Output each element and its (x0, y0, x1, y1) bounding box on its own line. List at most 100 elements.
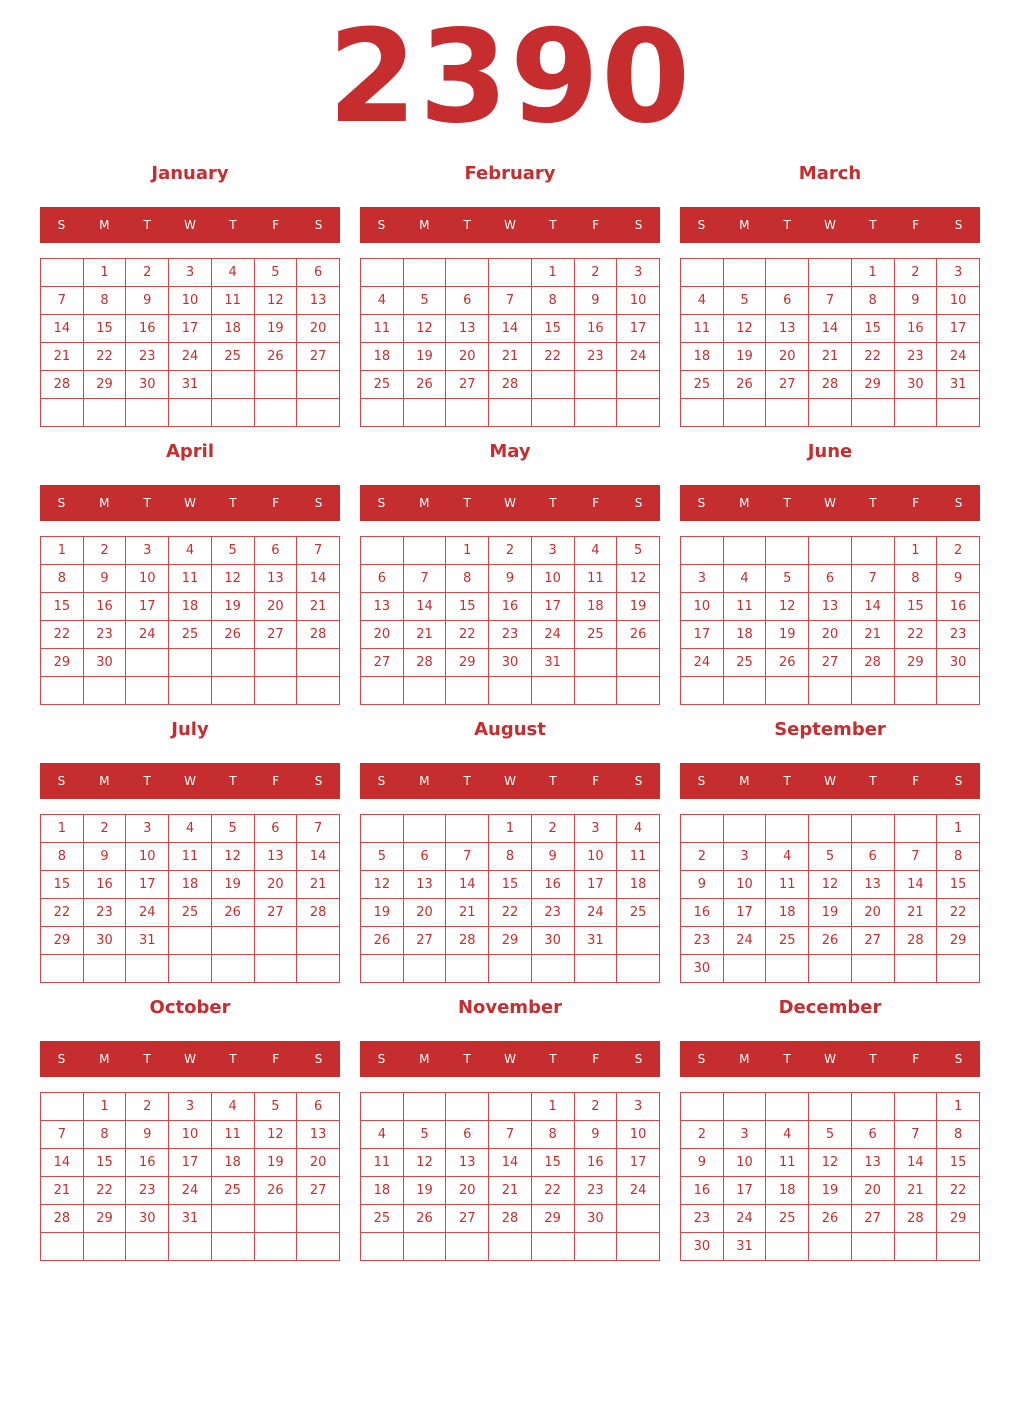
day-cell (40, 954, 84, 983)
day-cell: 7 (296, 814, 340, 843)
day-cell: 9 (125, 1120, 170, 1149)
weekday-label: W (504, 1052, 516, 1066)
weekday-label: M (739, 496, 750, 510)
day-cell: 7 (850, 564, 895, 593)
day-cell (893, 676, 938, 705)
day-cell: 12 (616, 564, 660, 593)
day-cell: 22 (530, 342, 575, 371)
weekday-label: W (824, 774, 836, 788)
day-cell (253, 1232, 298, 1261)
day-cell: 31 (573, 926, 618, 955)
weekday-label: T (783, 496, 791, 510)
day-cell: 5 (210, 814, 255, 843)
day-cell: 4 (360, 286, 404, 315)
day-cell: 18 (680, 342, 724, 371)
day-cell: 24 (530, 620, 575, 649)
day-cell (296, 370, 340, 399)
week-row (680, 398, 980, 427)
day-cell: 8 (530, 1120, 575, 1149)
day-cell: 13 (253, 564, 298, 593)
weekday-label: S (697, 496, 706, 510)
day-cell: 17 (722, 898, 767, 927)
week-row (360, 676, 660, 705)
day-grid: 1 2 3 4 5 6 7 8 9 10 11 12 13 14 15 16 17 18 19 20 21 22 23 24 2… (360, 258, 660, 427)
day-cell: 23 (680, 1204, 724, 1233)
day-cell (402, 1092, 447, 1121)
day-cell: 25 (680, 370, 724, 399)
day-cell: 27 (765, 370, 810, 399)
day-cell: 29 (936, 926, 980, 955)
day-cell: 1 (82, 258, 127, 287)
day-cell: 27 (445, 1204, 490, 1233)
weekday-label: F (272, 1052, 280, 1066)
day-cell (808, 398, 852, 427)
day-cell (253, 398, 298, 427)
day-cell: 14 (893, 870, 938, 899)
day-cell: 9 (680, 1148, 724, 1177)
day-cell (445, 676, 490, 705)
week-row: 12 13 14 15 16 17 18 (360, 870, 660, 899)
day-cell: 1 (936, 814, 980, 843)
week-row: 10 11 12 13 14 15 16 (680, 592, 980, 621)
day-cell: 31 (168, 1204, 212, 1233)
day-cell (680, 676, 724, 705)
day-cell (722, 398, 767, 427)
day-cell: 14 (893, 1148, 938, 1177)
day-grid: 1 2 3 4 5 6 7 8 9 10 11 12 13 14 15 16 17 18 19 20 21 22 23 24 2… (680, 814, 980, 983)
day-cell: 6 (296, 1092, 340, 1121)
day-cell: 21 (296, 592, 340, 621)
day-cell: 23 (893, 342, 938, 371)
day-cell: 27 (808, 648, 852, 677)
day-cell (210, 648, 255, 677)
weekday-label: T (783, 1052, 791, 1066)
day-cell (253, 370, 298, 399)
day-cell: 6 (253, 814, 298, 843)
week-row (360, 1232, 660, 1261)
day-cell (296, 1204, 340, 1233)
weekday-label: S (57, 1052, 66, 1066)
day-cell: 19 (253, 314, 298, 343)
day-cell: 14 (488, 1148, 532, 1177)
day-cell (445, 954, 490, 983)
weekday-label: T (143, 1052, 151, 1066)
day-cell: 13 (402, 870, 447, 899)
weekday-label: W (824, 218, 836, 232)
day-cell (573, 370, 618, 399)
day-cell (808, 954, 852, 983)
day-cell: 9 (125, 286, 170, 315)
day-cell (360, 1092, 404, 1121)
day-cell (765, 954, 810, 983)
day-cell: 24 (616, 342, 660, 371)
day-cell: 5 (616, 536, 660, 565)
day-cell: 16 (936, 592, 980, 621)
day-cell: 7 (402, 564, 447, 593)
day-cell: 10 (125, 564, 170, 593)
weekday-label: F (592, 496, 600, 510)
day-cell: 29 (82, 370, 127, 399)
day-cell: 1 (936, 1092, 980, 1121)
weekday-label: T (463, 496, 471, 510)
day-cell: 21 (488, 342, 532, 371)
day-cell: 8 (40, 564, 84, 593)
day-cell: 19 (722, 342, 767, 371)
day-cell: 21 (893, 1176, 938, 1205)
month-name: August (474, 719, 546, 740)
day-cell (402, 536, 447, 565)
day-cell: 11 (722, 592, 767, 621)
day-cell: 15 (530, 1148, 575, 1177)
day-cell: 27 (850, 926, 895, 955)
weekday-label: S (634, 774, 643, 788)
day-cell (125, 954, 170, 983)
weekday-label: T (143, 496, 151, 510)
day-cell (445, 258, 490, 287)
day-cell: 22 (82, 342, 127, 371)
weekday-label: S (954, 774, 963, 788)
day-cell (40, 676, 84, 705)
week-row (40, 1232, 340, 1261)
day-cell: 11 (168, 842, 212, 871)
weekday-label: S (314, 1052, 323, 1066)
day-cell (808, 1232, 852, 1261)
day-cell: 25 (168, 898, 212, 927)
day-cell: 8 (893, 564, 938, 593)
